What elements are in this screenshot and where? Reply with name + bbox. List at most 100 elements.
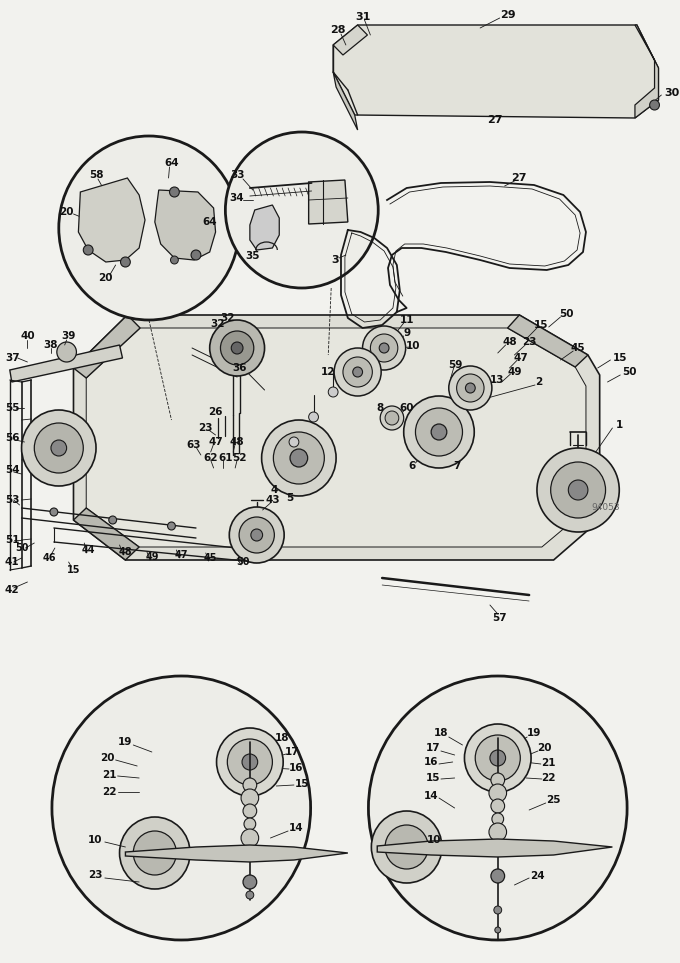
Text: 42: 42 — [5, 585, 20, 595]
Text: 43: 43 — [265, 495, 279, 505]
Text: 14: 14 — [424, 791, 439, 801]
Circle shape — [220, 331, 254, 365]
Text: 29: 29 — [500, 10, 515, 20]
Text: 39: 39 — [61, 331, 75, 341]
Text: 4: 4 — [271, 485, 278, 495]
Circle shape — [231, 342, 243, 354]
Circle shape — [120, 817, 190, 889]
Text: 50: 50 — [622, 367, 636, 377]
Polygon shape — [635, 25, 658, 118]
Text: 22: 22 — [541, 773, 556, 783]
Circle shape — [489, 784, 507, 802]
Text: 46: 46 — [42, 553, 56, 563]
Circle shape — [309, 412, 318, 422]
Circle shape — [216, 728, 283, 796]
Text: 30: 30 — [664, 88, 679, 98]
Text: 15: 15 — [613, 353, 627, 363]
Text: 48: 48 — [230, 437, 244, 447]
Text: 36: 36 — [232, 363, 246, 373]
Text: 22: 22 — [103, 787, 117, 797]
Text: 54: 54 — [5, 465, 20, 475]
Circle shape — [209, 320, 265, 376]
Text: 49: 49 — [145, 552, 158, 562]
Circle shape — [58, 136, 239, 320]
Text: 38: 38 — [44, 340, 58, 350]
Text: 32: 32 — [210, 319, 225, 329]
Circle shape — [385, 411, 398, 425]
Text: 41: 41 — [5, 557, 20, 567]
Circle shape — [371, 334, 398, 362]
Text: 58: 58 — [89, 170, 103, 180]
Circle shape — [229, 507, 284, 563]
Circle shape — [120, 257, 131, 267]
Circle shape — [404, 396, 474, 468]
Polygon shape — [78, 178, 145, 262]
Circle shape — [492, 813, 504, 825]
Text: 57: 57 — [492, 613, 507, 623]
Text: 47: 47 — [208, 437, 223, 447]
Circle shape — [51, 440, 67, 456]
Text: 12: 12 — [320, 367, 335, 377]
Text: 56: 56 — [5, 433, 20, 443]
Polygon shape — [309, 180, 348, 224]
Text: 2: 2 — [535, 377, 543, 387]
Circle shape — [289, 437, 299, 447]
Polygon shape — [377, 839, 613, 857]
Text: 27: 27 — [487, 115, 503, 125]
Text: 23: 23 — [522, 337, 537, 347]
Text: 17: 17 — [285, 747, 299, 757]
Circle shape — [328, 387, 338, 397]
Circle shape — [353, 367, 362, 377]
Text: 28: 28 — [330, 25, 346, 35]
Text: 45: 45 — [204, 553, 218, 563]
Circle shape — [385, 825, 428, 869]
Text: 20: 20 — [59, 207, 74, 217]
Text: 18: 18 — [275, 733, 290, 743]
Text: 21: 21 — [541, 758, 556, 768]
Circle shape — [167, 522, 175, 530]
Circle shape — [491, 773, 505, 787]
Circle shape — [490, 750, 506, 766]
Circle shape — [456, 374, 484, 402]
Polygon shape — [125, 845, 348, 862]
Circle shape — [362, 326, 406, 370]
Text: 5: 5 — [286, 493, 294, 503]
Text: 15: 15 — [67, 565, 80, 575]
Polygon shape — [333, 25, 367, 55]
Text: 61: 61 — [218, 453, 233, 463]
Circle shape — [239, 517, 274, 553]
Circle shape — [369, 676, 627, 940]
Circle shape — [491, 869, 505, 883]
Circle shape — [371, 811, 442, 883]
Circle shape — [649, 100, 660, 110]
Text: 18: 18 — [434, 728, 448, 738]
Text: 20: 20 — [99, 273, 113, 283]
Circle shape — [241, 789, 258, 807]
Text: 9: 9 — [403, 328, 410, 338]
Text: 60: 60 — [399, 403, 414, 413]
Text: 15: 15 — [534, 320, 548, 330]
Text: 17: 17 — [426, 743, 441, 753]
Text: 20: 20 — [101, 753, 115, 763]
Circle shape — [171, 256, 178, 264]
Circle shape — [415, 408, 462, 456]
Circle shape — [244, 818, 256, 830]
Text: 53: 53 — [5, 495, 20, 505]
Circle shape — [52, 676, 311, 940]
Text: 19: 19 — [118, 737, 133, 747]
Polygon shape — [507, 315, 588, 367]
Circle shape — [537, 448, 619, 532]
Polygon shape — [73, 315, 140, 378]
Polygon shape — [333, 25, 658, 118]
Text: 15: 15 — [426, 773, 441, 783]
Polygon shape — [73, 315, 600, 560]
Text: 27: 27 — [511, 173, 527, 183]
Circle shape — [431, 424, 447, 440]
Circle shape — [83, 245, 93, 255]
Text: 15: 15 — [294, 779, 309, 789]
Text: 55: 55 — [5, 403, 20, 413]
Text: 6: 6 — [408, 461, 415, 471]
Text: 47: 47 — [175, 550, 188, 560]
Circle shape — [22, 410, 96, 486]
Circle shape — [262, 420, 336, 496]
